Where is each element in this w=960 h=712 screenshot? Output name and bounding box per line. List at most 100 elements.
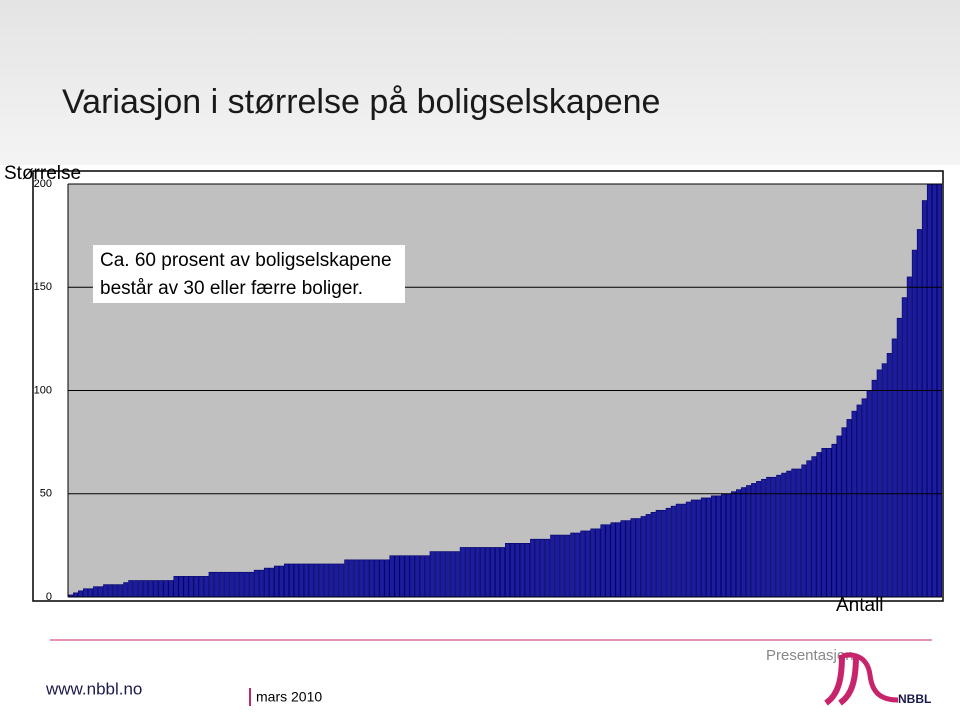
bar <box>525 543 531 598</box>
bar <box>409 555 415 598</box>
logo-mark <box>824 654 845 706</box>
bar <box>796 468 802 598</box>
bar <box>163 580 169 598</box>
bar <box>881 363 887 598</box>
y-axis-label: Størrelse <box>4 163 81 184</box>
footer-date: mars 2010 <box>256 689 322 705</box>
bar <box>439 551 445 598</box>
footer-website: www.nbbl.no <box>45 679 142 698</box>
bar <box>751 483 757 598</box>
bar <box>555 534 561 598</box>
bar <box>78 590 84 598</box>
bar <box>143 580 149 598</box>
bar <box>404 555 410 598</box>
bar <box>289 563 295 598</box>
bar <box>771 476 777 598</box>
bar <box>359 559 365 598</box>
bar <box>665 507 671 598</box>
bar <box>294 563 300 598</box>
bar <box>540 538 546 598</box>
footer-section: Presentasjon <box>766 647 854 664</box>
bar <box>650 512 656 598</box>
logo-mark <box>841 652 899 703</box>
bar <box>821 448 827 598</box>
bar <box>469 547 475 598</box>
bar <box>138 580 144 598</box>
bar <box>595 528 601 598</box>
bar <box>248 571 254 598</box>
bar <box>374 559 380 598</box>
bar <box>394 555 400 598</box>
logo-mark <box>838 654 859 706</box>
bar <box>861 398 867 598</box>
bar <box>655 509 661 598</box>
bar <box>836 435 842 598</box>
bar <box>635 518 641 598</box>
y-tick-label: 100 <box>34 384 52 396</box>
bar <box>379 559 385 598</box>
bar <box>826 448 832 598</box>
bar <box>444 551 450 598</box>
bar <box>213 571 219 598</box>
bar <box>334 563 340 598</box>
bar <box>419 555 425 598</box>
bar <box>414 555 420 598</box>
bar <box>816 452 822 598</box>
bar <box>198 576 204 598</box>
bar <box>148 580 154 598</box>
bar <box>680 503 686 598</box>
bar <box>731 491 737 598</box>
bar <box>188 576 194 598</box>
bar <box>424 555 430 598</box>
bar <box>746 485 752 598</box>
bar <box>153 580 159 598</box>
bar <box>891 338 897 598</box>
bar <box>781 472 787 598</box>
bar <box>791 468 797 598</box>
bar <box>283 563 290 598</box>
bar <box>384 559 390 598</box>
bar <box>806 460 812 598</box>
bar <box>118 584 124 598</box>
bar <box>846 419 852 598</box>
bar <box>841 427 847 598</box>
bar <box>93 586 99 598</box>
bar <box>253 569 259 598</box>
bar <box>801 464 807 598</box>
bar <box>258 569 264 598</box>
bar <box>454 551 460 598</box>
bar <box>590 528 596 598</box>
bar <box>429 551 435 598</box>
bar <box>233 571 239 598</box>
bar <box>243 571 249 598</box>
chart-title: Variasjon i størrelse på boligselskapene <box>62 83 660 121</box>
bar <box>726 493 732 598</box>
bar <box>766 476 772 598</box>
bar <box>710 495 716 598</box>
bar <box>329 563 335 598</box>
bar <box>339 563 345 598</box>
bar <box>133 580 139 598</box>
bar <box>223 571 229 598</box>
bar <box>580 530 586 598</box>
bar <box>158 580 164 598</box>
bar <box>515 543 521 598</box>
bar <box>489 547 495 598</box>
bar <box>811 456 817 598</box>
bar <box>309 563 315 598</box>
bar <box>504 543 511 598</box>
bar <box>871 379 877 598</box>
bar <box>228 571 234 598</box>
bar <box>530 538 536 598</box>
bar <box>263 567 269 598</box>
bar <box>916 229 922 598</box>
bar <box>178 576 184 598</box>
bar <box>856 404 862 598</box>
bar <box>690 499 696 598</box>
bar <box>630 518 636 598</box>
bar <box>314 563 320 598</box>
bar <box>273 565 279 598</box>
bar <box>625 520 631 598</box>
bar <box>83 588 89 598</box>
bar <box>675 503 681 598</box>
